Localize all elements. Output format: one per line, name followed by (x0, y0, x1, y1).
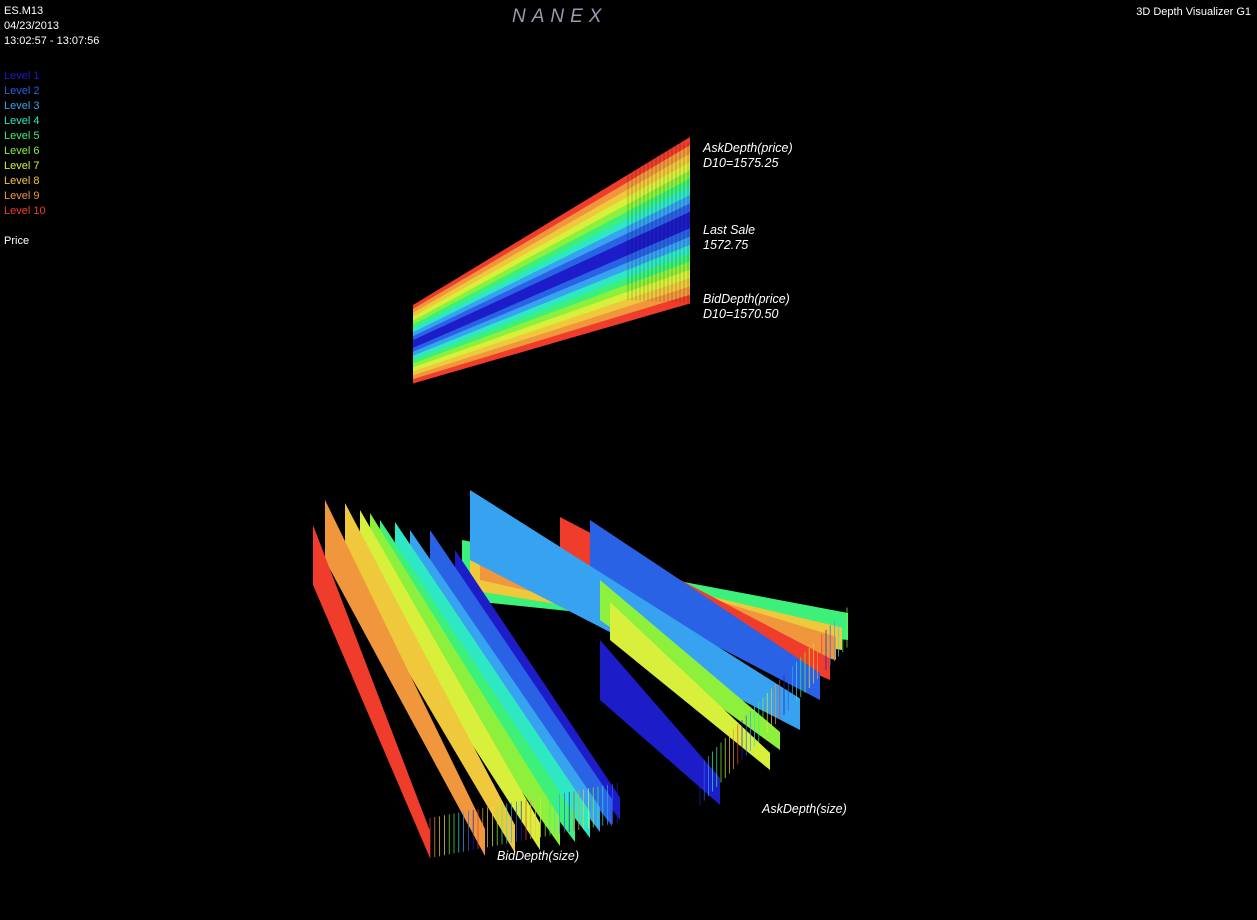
last-sale-value: 1572.75 (703, 238, 748, 252)
price-level-strip-5 (413, 253, 690, 364)
legend-item-level-3: Level 3 (4, 100, 40, 112)
price-level-strip-10 (413, 294, 690, 384)
price-level-strip-6 (413, 261, 690, 368)
bid-size-wall-7 (360, 510, 540, 850)
bid-depth-size-label: BidDepth(size) (497, 849, 579, 863)
bid-size-wall-2 (430, 530, 612, 826)
ask-size-wall-8 (610, 602, 770, 770)
price-level-strip-8 (413, 278, 690, 376)
legend-item-level-1: Level 1 (4, 70, 40, 82)
price-level-strip-10 (413, 137, 690, 310)
bid-size-wall-4 (395, 522, 590, 838)
legend-item-level-10: Level 10 (4, 205, 46, 217)
bid-size-wall-8 (345, 503, 515, 853)
brand-logo: NANEX (512, 6, 608, 27)
date-label: 04/23/2013 (4, 20, 60, 32)
legend-item-level-2: Level 2 (4, 85, 40, 97)
ask-depth-price-value: D10=1575.25 (703, 156, 778, 170)
price-level-strip-7 (413, 161, 690, 322)
ask-size-wall-9 (600, 640, 720, 805)
size-depth-chart (313, 490, 848, 858)
price-level-strip-4 (413, 186, 690, 333)
app-title: 3D Depth Visualizer G1 (1136, 6, 1251, 18)
legend-item-level-8: Level 8 (4, 175, 40, 187)
price-level-strip-3 (413, 195, 690, 337)
ask-depth-price-label: AskDepth(price) (702, 141, 793, 155)
price-level-strip-1 (413, 220, 690, 349)
legend-item-level-4: Level 4 (4, 115, 40, 127)
price-level-strip-4 (413, 244, 690, 361)
price-level-strip-8 (413, 153, 690, 318)
bid-size-wall-5 (380, 520, 575, 842)
price-level-strip-2 (413, 203, 690, 341)
ask-size-wall-7 (600, 580, 780, 750)
level-legend: Level 1 Level 2 Level 3 Level 4 Level 5 … (4, 69, 46, 219)
price-level-strip-5 (413, 178, 690, 329)
bid-size-wall-9 (325, 500, 485, 856)
symbol-label: ES.M13 (4, 5, 44, 17)
price-label: Price (4, 235, 30, 247)
price-level-strip-3 (413, 236, 690, 357)
legend-item-level-6: Level 6 (4, 145, 40, 157)
time-range-label: 13:02:57 - 13:07:56 (4, 35, 100, 47)
price-level-strip-2 (413, 228, 690, 353)
bid-size-wall-6 (370, 513, 560, 846)
price-depth-chart (413, 137, 697, 384)
price-level-strip-1 (413, 211, 690, 345)
bid-size-wall-10 (313, 525, 430, 858)
price-level-strip-7 (413, 269, 690, 372)
legend-item-level-5: Level 5 (4, 130, 40, 142)
legend-item-level-9: Level 9 (4, 190, 40, 202)
price-level-strip-9 (413, 145, 690, 314)
bid-depth-price-label: BidDepth(price) (703, 292, 790, 306)
ask-depth-size-label: AskDepth(size) (761, 802, 847, 816)
last-sale-label: Last Sale (703, 223, 755, 237)
legend-item-level-7: Level 7 (4, 160, 40, 172)
ask-size-wall-5 (590, 520, 820, 700)
price-level-strip-6 (413, 170, 690, 325)
bid-depth-price-value: D10=1570.50 (703, 307, 778, 321)
price-level-strip-9 (413, 286, 690, 380)
